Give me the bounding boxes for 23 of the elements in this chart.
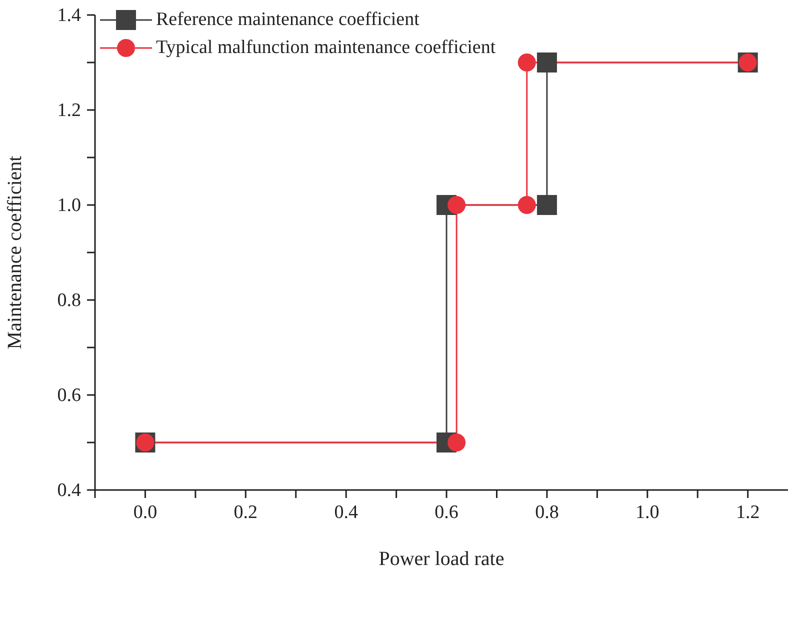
point <box>536 52 557 72</box>
x-tick-label: 1.0 <box>636 502 660 523</box>
x-tick-label: 0.6 <box>434 502 458 523</box>
x-axis-title: Power load rate <box>378 548 504 570</box>
y-axis-title: Maintenance coefficient <box>4 155 26 350</box>
legend-label: Typical malfunction maintenance coefficient <box>156 37 496 59</box>
legend-label: Reference maintenance coefficient <box>156 9 420 31</box>
x-tick-label: 0.4 <box>334 502 358 523</box>
y-tick-label: 0.8 <box>57 290 81 311</box>
x-tick-label: 0.8 <box>535 502 559 523</box>
point <box>448 434 466 452</box>
x-tick-label: 1.2 <box>736 502 760 523</box>
y-tick-label: 1.2 <box>57 100 81 121</box>
y-tick-label: 1.0 <box>57 195 81 216</box>
y-tick-label: 0.4 <box>57 480 82 501</box>
x-tick-label: 0.2 <box>234 502 258 523</box>
y-tick-label: 0.6 <box>57 385 81 406</box>
point <box>448 196 466 214</box>
y-tick-label: 1.4 <box>57 5 82 26</box>
point <box>536 195 557 215</box>
point <box>518 54 536 72</box>
x-tick-label: 0.0 <box>133 502 158 523</box>
point <box>518 196 536 214</box>
